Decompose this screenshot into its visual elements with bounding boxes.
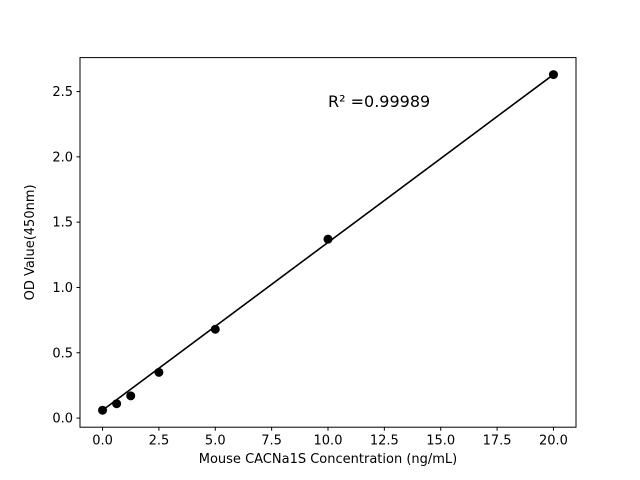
y-tick-label: 2.0 [52, 150, 73, 165]
y-tick-label: 0.5 [52, 346, 73, 361]
y-tick-label: 2.5 [52, 85, 73, 100]
r-squared-annotation: R² =0.99989 [328, 92, 430, 111]
data-point [323, 234, 333, 244]
x-tick-label: 10.0 [314, 434, 343, 449]
y-tick-label: 1.0 [52, 281, 73, 296]
data-point [210, 324, 220, 334]
data-point [154, 367, 164, 377]
x-tick-label: 7.5 [261, 434, 282, 449]
y-tick-label: 0.0 [52, 412, 73, 427]
data-point [98, 405, 108, 415]
data-point [548, 70, 558, 80]
y-axis-label: OD Value(450nm) [23, 184, 38, 300]
x-tick-label: 15.0 [426, 434, 455, 449]
x-tick-label: 17.5 [483, 434, 512, 449]
x-tick-label: 5.0 [205, 434, 226, 449]
x-tick-label: 0.0 [92, 434, 113, 449]
x-tick-label: 20.0 [539, 434, 568, 449]
data-point [112, 399, 122, 409]
data-point [126, 391, 136, 401]
x-tick-label: 12.5 [370, 434, 399, 449]
x-axis-label: Mouse CACNa1S Concentration (ng/mL) [199, 452, 458, 467]
y-tick-label: 1.5 [52, 216, 73, 231]
x-tick-label: 2.5 [149, 434, 170, 449]
